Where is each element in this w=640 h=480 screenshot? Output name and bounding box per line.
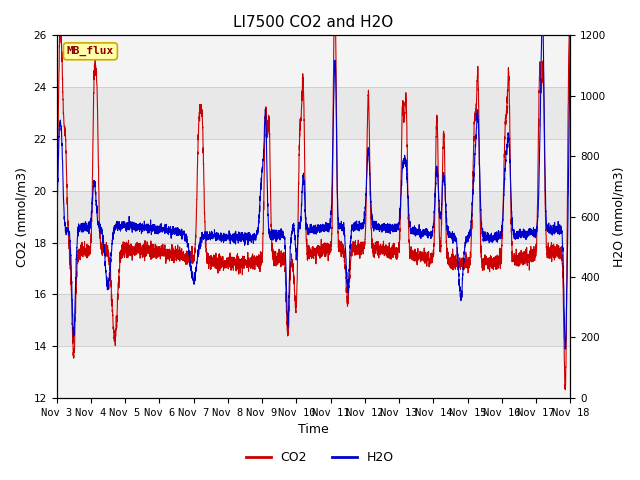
Line: H2O: H2O: [56, 36, 570, 349]
CO2: [551, 249, 559, 254]
CO2: [56, 33, 63, 38]
CO2: [525, 259, 533, 265]
H2O: [297, 214, 305, 220]
Y-axis label: H2O (mmol/m3): H2O (mmol/m3): [612, 167, 625, 267]
H2O: [566, 33, 574, 38]
CO2: [566, 35, 574, 41]
H2O: [273, 232, 280, 238]
CO2: [269, 251, 276, 257]
H2O: [551, 228, 559, 233]
Y-axis label: CO2 (mmol/m3): CO2 (mmol/m3): [15, 167, 28, 266]
Bar: [56, 294, 570, 346]
Bar: [56, 87, 570, 139]
CO2: [561, 387, 569, 393]
Line: CO2: CO2: [56, 36, 570, 390]
Bar: [56, 191, 570, 242]
CO2: [273, 256, 280, 262]
Bar: [56, 139, 570, 191]
X-axis label: Time: Time: [298, 423, 329, 436]
H2O: [525, 226, 533, 232]
Title: LI7500 CO2 and H2O: LI7500 CO2 and H2O: [234, 15, 394, 30]
H2O: [561, 346, 569, 352]
CO2: [52, 223, 60, 228]
Bar: [56, 242, 570, 294]
Text: MB_flux: MB_flux: [67, 46, 114, 57]
CO2: [426, 256, 434, 262]
H2O: [538, 33, 545, 38]
Bar: [56, 346, 570, 398]
H2O: [426, 230, 434, 236]
H2O: [269, 234, 276, 240]
Bar: [56, 36, 570, 87]
CO2: [297, 117, 305, 122]
Legend: CO2, H2O: CO2, H2O: [241, 446, 399, 469]
H2O: [52, 214, 60, 219]
